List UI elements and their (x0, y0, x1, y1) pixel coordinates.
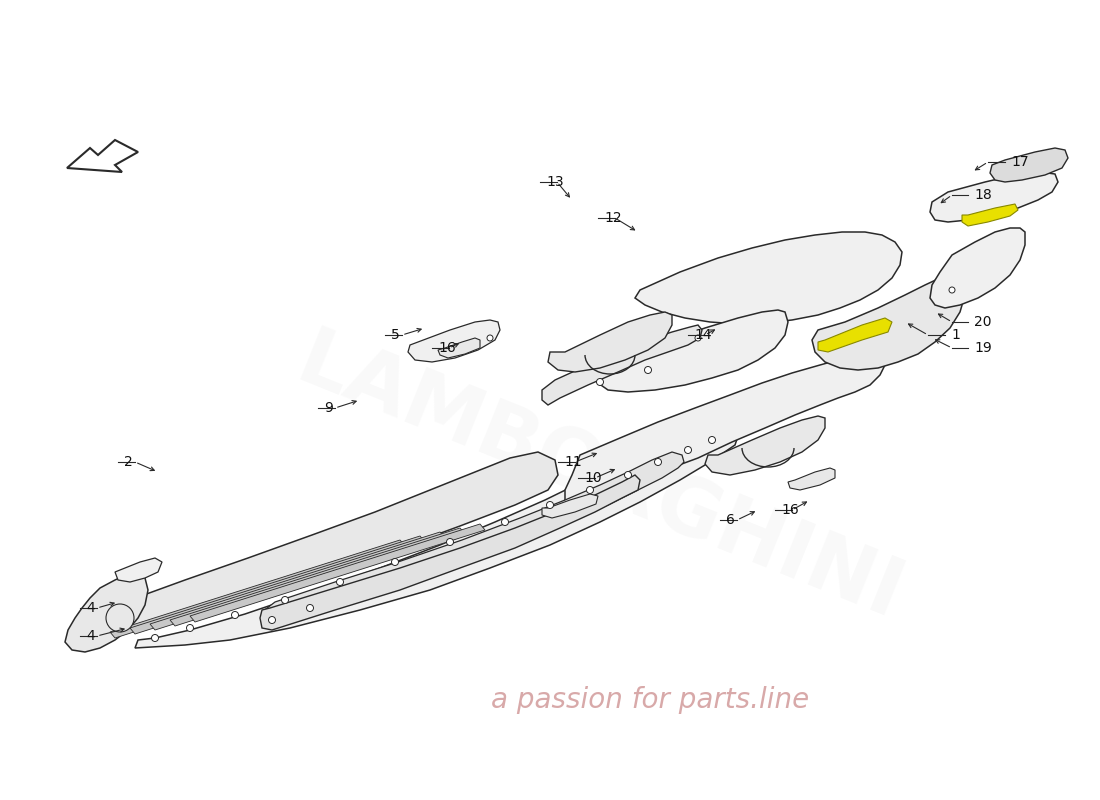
Text: 6: 6 (726, 513, 735, 527)
Text: 17: 17 (1011, 155, 1028, 169)
Polygon shape (130, 536, 425, 634)
Circle shape (152, 634, 158, 642)
Text: 1: 1 (952, 328, 960, 342)
Polygon shape (438, 338, 480, 358)
Text: 4: 4 (86, 629, 95, 643)
Text: 10: 10 (584, 471, 602, 485)
Polygon shape (260, 475, 640, 630)
Polygon shape (705, 416, 825, 475)
Text: 18: 18 (974, 188, 992, 202)
Text: 5: 5 (390, 328, 399, 342)
Polygon shape (150, 532, 446, 630)
Polygon shape (818, 318, 892, 352)
Text: 13: 13 (546, 175, 563, 189)
Polygon shape (190, 524, 485, 622)
Polygon shape (565, 355, 886, 508)
Circle shape (625, 471, 631, 478)
Polygon shape (68, 452, 558, 648)
Circle shape (547, 502, 553, 509)
Circle shape (106, 604, 134, 632)
Polygon shape (542, 494, 598, 518)
Text: 4: 4 (86, 601, 95, 615)
Polygon shape (930, 228, 1025, 308)
Text: 16: 16 (438, 341, 455, 355)
Circle shape (268, 617, 275, 623)
Circle shape (695, 335, 701, 341)
Circle shape (187, 625, 194, 631)
Circle shape (487, 335, 493, 341)
Circle shape (684, 446, 692, 454)
Circle shape (447, 538, 453, 546)
Polygon shape (598, 310, 788, 392)
Polygon shape (170, 528, 465, 626)
Circle shape (231, 611, 239, 618)
Polygon shape (930, 172, 1058, 222)
Polygon shape (788, 468, 835, 490)
Polygon shape (67, 140, 138, 172)
Text: a passion for parts.line: a passion for parts.line (491, 686, 810, 714)
Polygon shape (116, 558, 162, 582)
Circle shape (596, 378, 604, 386)
Polygon shape (65, 572, 148, 652)
Circle shape (337, 578, 343, 586)
Circle shape (282, 597, 288, 603)
Circle shape (654, 458, 661, 466)
Polygon shape (548, 312, 672, 372)
Circle shape (586, 486, 594, 494)
Text: 20: 20 (974, 315, 991, 329)
Text: 19: 19 (974, 341, 992, 355)
Polygon shape (635, 232, 902, 324)
Text: 16: 16 (781, 503, 799, 517)
Text: 14: 14 (694, 328, 712, 342)
Text: 12: 12 (604, 211, 622, 225)
Polygon shape (135, 415, 740, 648)
Polygon shape (408, 320, 501, 362)
Polygon shape (110, 540, 405, 638)
Polygon shape (812, 275, 965, 370)
Circle shape (307, 605, 314, 611)
Polygon shape (962, 204, 1018, 226)
Polygon shape (990, 148, 1068, 182)
Circle shape (949, 287, 955, 293)
Text: 2: 2 (124, 455, 133, 469)
Circle shape (502, 518, 508, 526)
Text: LAMBORGHINI: LAMBORGHINI (286, 323, 914, 637)
Circle shape (708, 437, 715, 443)
Polygon shape (542, 325, 702, 405)
Circle shape (392, 558, 398, 566)
Circle shape (645, 366, 651, 374)
Text: 9: 9 (324, 401, 333, 415)
Text: 11: 11 (564, 455, 582, 469)
Polygon shape (262, 452, 684, 625)
